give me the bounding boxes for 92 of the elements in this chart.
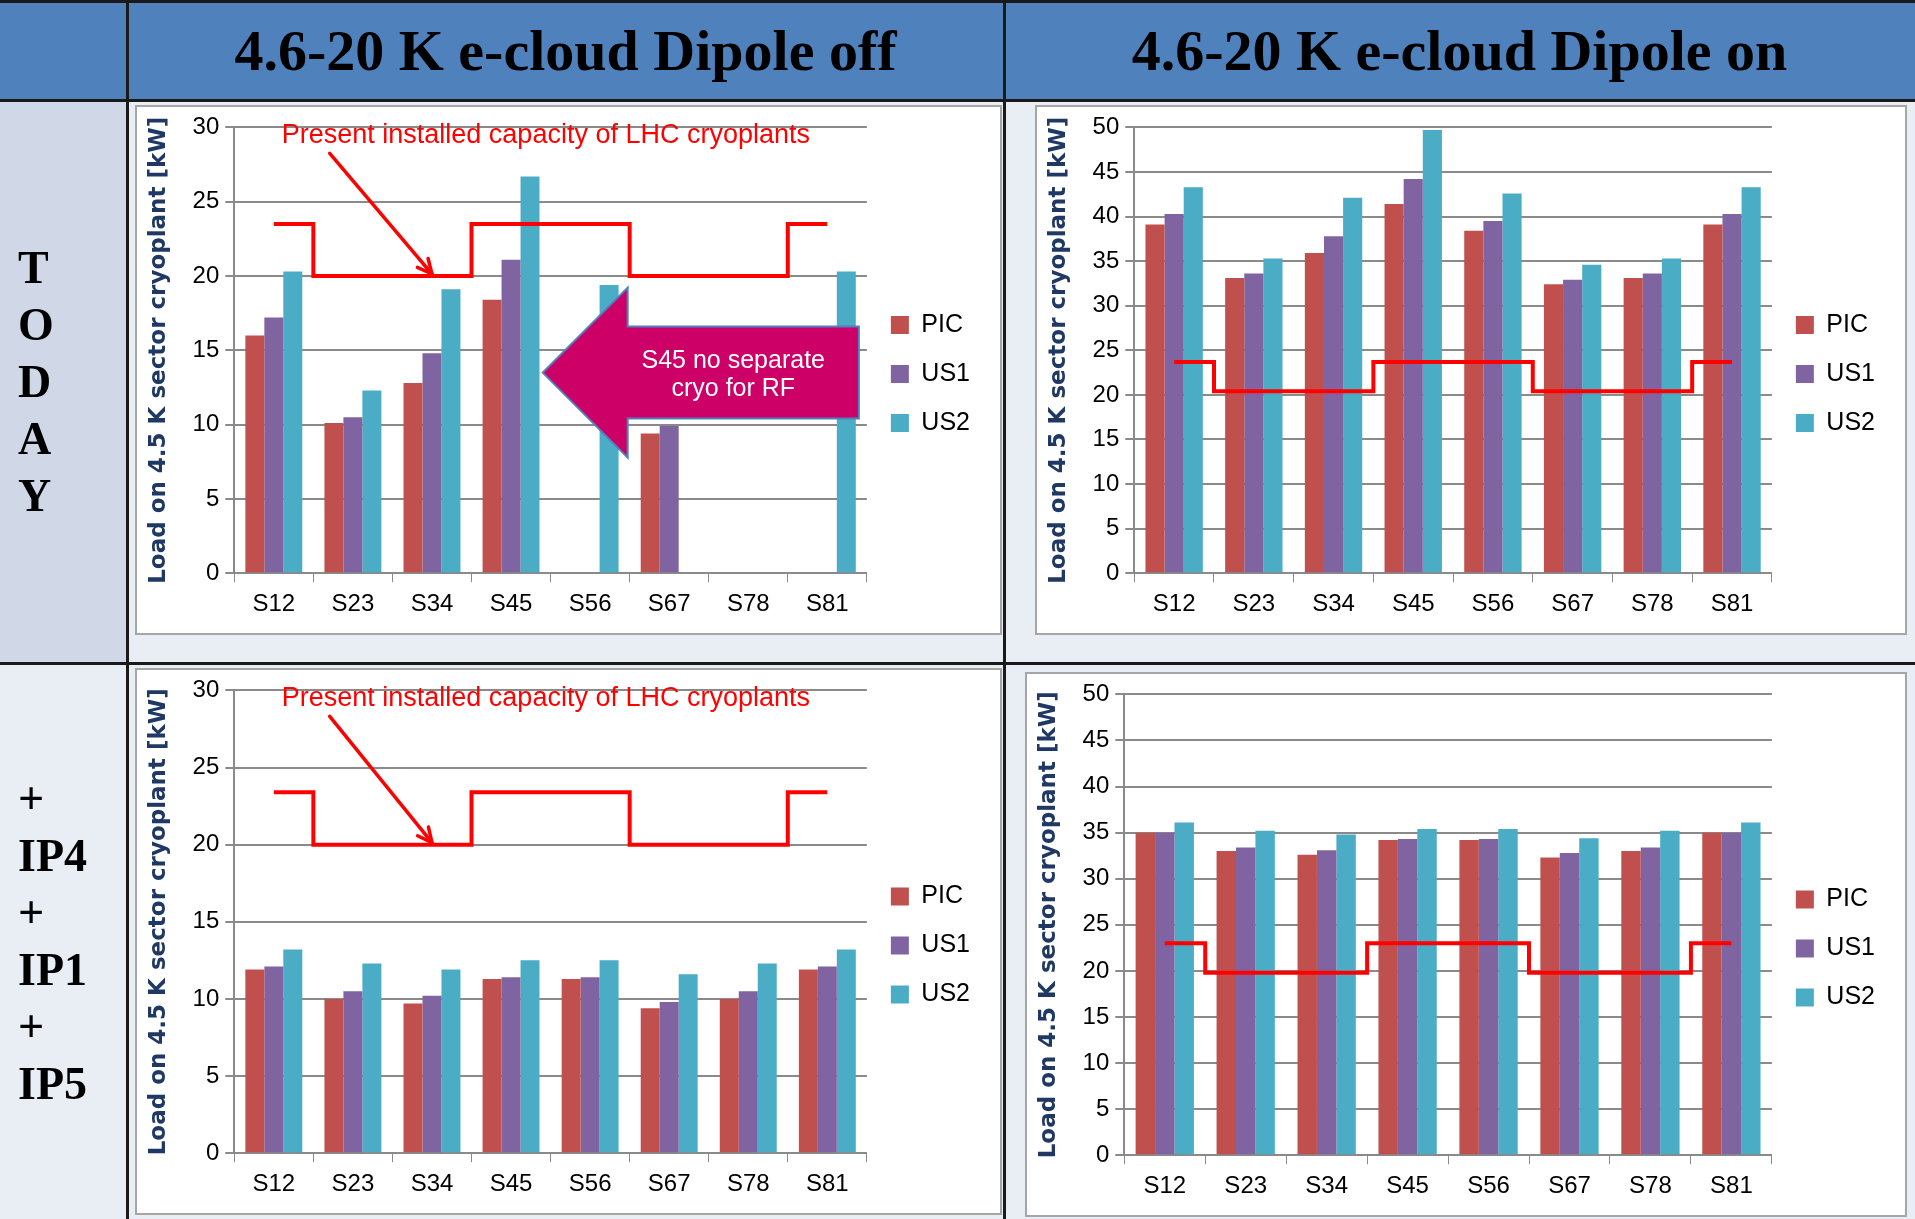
y-tick-label: 20 (1082, 955, 1110, 983)
legend-label: US2 (921, 978, 971, 1007)
legend-label: PIC (1826, 883, 1869, 912)
y-tick-label: 25 (192, 186, 220, 214)
y-tick-label: 10 (192, 409, 220, 437)
x-tick-label: S34 (1305, 1171, 1349, 1199)
annotation: Present installed capacity of LHC cryoplants (281, 681, 810, 712)
y-tick-label: 45 (1082, 725, 1110, 753)
annotation: Present installed capacity of LHC cryoplants (281, 118, 810, 149)
y-tick-label: 50 (1082, 679, 1110, 707)
y-tick-label: 0 (205, 557, 220, 585)
x-tick-label: S78 (1630, 589, 1674, 617)
y-tick-label: 30 (1092, 290, 1120, 318)
y-tick-label: 25 (1092, 334, 1120, 362)
y-axis-title: Load on 4.5 K sector cryoplant [kW] (1033, 691, 1060, 1159)
y-tick-label: 30 (192, 675, 220, 703)
x-tick-label: S56 (568, 589, 612, 617)
y-tick-label: 40 (1092, 201, 1120, 229)
y-tick-label: 35 (1092, 245, 1120, 273)
legend-label: PIC (1826, 308, 1869, 337)
y-tick-label: 40 (1082, 771, 1110, 799)
x-tick-label: S34 (1312, 589, 1355, 617)
x-tick-label: S12 (1143, 1171, 1187, 1199)
x-tick-label: S23 (331, 1169, 375, 1197)
y-tick-label: 20 (192, 829, 220, 857)
x-tick-label: S56 (568, 1169, 612, 1197)
y-tick-label: 45 (1092, 156, 1120, 184)
y-tick-label: 10 (1082, 1047, 1110, 1075)
x-tick-label: S67 (647, 1169, 691, 1197)
x-tick-label: S23 (331, 589, 375, 617)
x-tick-label: S45 (1391, 589, 1435, 617)
legend-label: US1 (921, 357, 971, 386)
x-tick-label: S56 (1471, 589, 1515, 617)
y-tick-label: 15 (1092, 424, 1120, 452)
y-tick-label: 5 (1105, 513, 1120, 541)
y-tick-label: 30 (192, 112, 220, 140)
y-tick-label: 25 (192, 752, 220, 780)
x-tick-label: S78 (1629, 1171, 1672, 1199)
legend-label: US1 (1826, 932, 1876, 961)
text: + IP4 + IP1 + IP5 (18, 772, 88, 1111)
callout-arrow: S45 no separate cryo for RF (541, 285, 860, 460)
y-tick-label: 0 (1095, 1139, 1110, 1167)
x-tick-label: S56 (1467, 1171, 1510, 1199)
chart-title: 4.6-20 K e-cloud Dipole off (127, 0, 1004, 100)
x-tick-label: S12 (252, 1169, 296, 1197)
y-tick-label: 30 (1082, 863, 1110, 891)
x-tick-label: S45 (489, 1169, 533, 1197)
y-tick-label: 50 (1092, 112, 1120, 140)
y-axis-title: Load on 4.5 K sector cryoplant [kW] (1043, 116, 1070, 584)
y-tick-label: 15 (192, 906, 220, 934)
y-tick-label: 10 (1092, 468, 1120, 496)
x-tick-label: S67 (647, 589, 691, 617)
x-tick-label: S78 (726, 1169, 770, 1197)
legend-label: US2 (1826, 981, 1876, 1010)
y-tick-label: 15 (192, 334, 220, 362)
x-tick-label: S81 (805, 1169, 849, 1197)
y-tick-label: 25 (1082, 909, 1110, 937)
x-tick-label: S12 (1152, 589, 1196, 617)
x-tick-label: S34 (410, 589, 454, 617)
legend-label: US1 (921, 929, 971, 958)
x-tick-label: S67 (1551, 589, 1594, 617)
x-tick-label: S81 (1710, 589, 1754, 617)
x-tick-label: S23 (1232, 589, 1276, 617)
chart-title: 4.6-20 K e-cloud Dipole on (1004, 0, 1915, 100)
y-tick-label: 0 (1105, 557, 1120, 585)
y-tick-label: 5 (1095, 1093, 1110, 1121)
legend-label: PIC (921, 308, 964, 337)
y-axis-title: Load on 4.5 K sector cryoplant [kW] (143, 688, 170, 1156)
x-tick-label: S67 (1548, 1171, 1591, 1199)
y-tick-label: 35 (1082, 817, 1110, 845)
x-tick-label: S12 (252, 589, 296, 617)
x-tick-label: S78 (726, 589, 770, 617)
y-tick-label: 0 (205, 1137, 220, 1165)
y-tick-label: 5 (205, 1060, 220, 1088)
y-tick-label: 10 (192, 983, 220, 1011)
y-tick-label: 20 (1092, 379, 1120, 407)
legend-label: US2 (1826, 406, 1876, 435)
legend-label: US2 (921, 406, 971, 435)
x-tick-label: S81 (805, 589, 849, 617)
y-axis-title: Load on 4.5 K sector cryoplant [kW] (143, 116, 170, 584)
y-tick-label: 15 (1082, 1001, 1110, 1029)
annotation: S45 no separate cryo for RF (641, 344, 826, 401)
y-tick-label: 20 (192, 260, 220, 288)
x-tick-label: S45 (1386, 1171, 1429, 1199)
x-tick-label: S34 (410, 1169, 454, 1197)
legend-label: PIC (921, 880, 964, 909)
x-tick-label: S45 (489, 589, 533, 617)
x-tick-label: S23 (1224, 1171, 1268, 1199)
x-tick-label: S81 (1710, 1171, 1753, 1199)
text: TODAY (18, 241, 55, 523)
y-tick-label: 5 (205, 483, 220, 511)
legend-label: US1 (1826, 357, 1876, 386)
